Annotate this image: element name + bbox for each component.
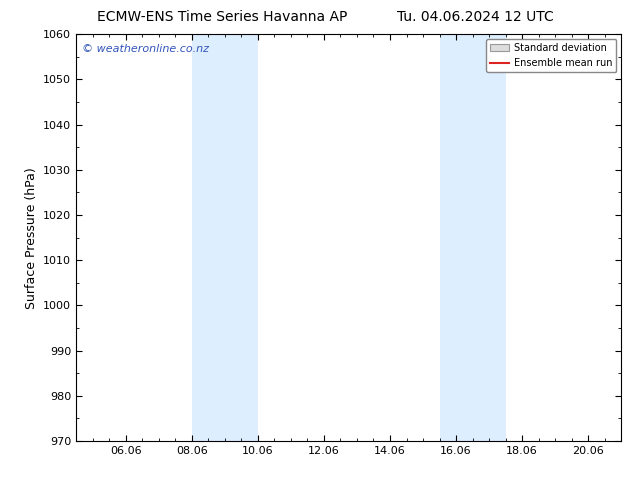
Text: © weatheronline.co.nz: © weatheronline.co.nz [82, 45, 209, 54]
Bar [439, 34, 506, 441]
Y-axis label: Surface Pressure (hPa): Surface Pressure (hPa) [25, 167, 37, 309]
Text: Tu. 04.06.2024 12 UTC: Tu. 04.06.2024 12 UTC [397, 10, 554, 24]
Bar [191, 34, 258, 441]
Legend: Standard deviation, Ensemble mean run: Standard deviation, Ensemble mean run [486, 39, 616, 72]
Text: ECMW-ENS Time Series Havanna AP: ECMW-ENS Time Series Havanna AP [97, 10, 347, 24]
